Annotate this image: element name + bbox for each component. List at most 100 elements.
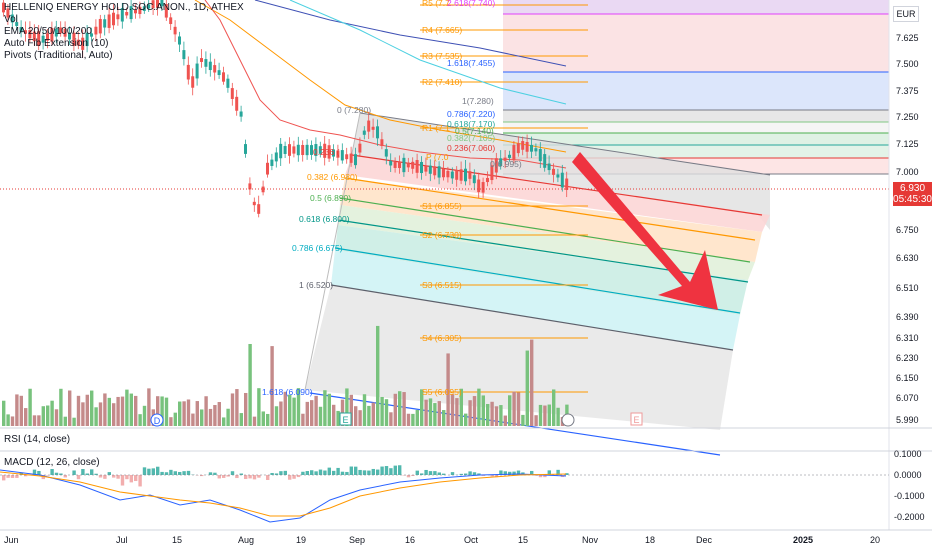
- volume-bar: [217, 402, 221, 426]
- svg-text:2.618(7.740): 2.618(7.740): [447, 0, 495, 8]
- macd-histogram-bar: [411, 475, 415, 476]
- macd-histogram-bar: [437, 472, 441, 475]
- candle-body: [248, 183, 252, 190]
- ema-200-line: [254, 0, 567, 67]
- macd-axis[interactable]: 0.1000 0.0000 -0.1000 -0.2000: [894, 449, 925, 522]
- macd-histogram-bar: [512, 471, 516, 475]
- svg-text:0(6.995): 0(6.995): [490, 159, 522, 169]
- candle-body: [10, 14, 14, 23]
- candle-body: [68, 32, 71, 40]
- candle-body: [490, 165, 494, 181]
- volume-bar: [450, 394, 455, 426]
- svg-text:S3 (6.515): S3 (6.515): [422, 280, 462, 290]
- svg-text:0.236(7.060): 0.236(7.060): [447, 143, 495, 153]
- candle-body: [2, 2, 5, 13]
- candle-body: [63, 28, 67, 37]
- candle-body: [521, 141, 525, 150]
- candle-body: [217, 70, 221, 76]
- macd-histogram-bar: [94, 473, 98, 475]
- volume-bar: [349, 394, 353, 426]
- macd-histogram-bar: [464, 473, 468, 475]
- price-axis-tick: 6.150: [896, 373, 919, 383]
- macd-histogram-bar: [248, 475, 252, 479]
- svg-text:R2 (7.410): R2 (7.410): [422, 77, 462, 87]
- volume-bar: [446, 353, 450, 426]
- event-markers[interactable]: D E E: [150, 412, 643, 427]
- candle-body: [415, 159, 419, 173]
- volume-bar: [200, 409, 204, 426]
- currency-label[interactable]: EUR: [893, 6, 919, 22]
- time-axis-tick: Jul: [116, 535, 128, 545]
- volume-bar: [138, 414, 142, 426]
- volume-bar: [19, 395, 23, 426]
- candle-body: [512, 145, 516, 161]
- fib-channel-labels: 0 (7.280) 0.236 ( 0.382 (6.980) 0.5 (6.8…: [262, 105, 371, 397]
- symbol-title[interactable]: HELLENIQ ENERGY HOLD.SOC.ANON., 1D, ATHE…: [4, 2, 244, 13]
- svg-text:R3 (7.535): R3 (7.535): [422, 51, 462, 61]
- svg-text:1(7.280): 1(7.280): [462, 96, 494, 106]
- pivots-indicator-label[interactable]: Pivots (Traditional, Auto): [4, 50, 113, 61]
- candle-body: [116, 14, 120, 20]
- candle-body: [72, 32, 76, 46]
- macd-histogram-bar: [327, 467, 331, 475]
- macd-histogram-bar: [415, 470, 419, 475]
- candle-body: [367, 120, 371, 132]
- time-axis[interactable]: Jun Jul 15 Aug 19 Sep 16 Oct 15 Nov 18 Dec 2025 20: [4, 535, 880, 545]
- macd-histogram-bar: [442, 473, 446, 475]
- candle-body: [94, 26, 98, 35]
- volume-indicator-label[interactable]: Vol: [4, 14, 18, 25]
- time-axis-tick: 19: [296, 535, 306, 545]
- price-axis-tick: 7.375: [896, 86, 919, 96]
- macd-histogram-bar: [389, 468, 393, 475]
- macd-histogram-bar: [420, 473, 424, 475]
- candle-body: [142, 6, 146, 11]
- volume-bar: [270, 346, 274, 426]
- candle-body: [169, 17, 173, 25]
- ema-100-line: [289, 0, 567, 105]
- svg-text:0.618(7.170): 0.618(7.170): [447, 119, 495, 129]
- chart-legend[interactable]: HELLENIQ ENERGY HOLD.SOC.ANON., 1D, ATHE…: [4, 2, 244, 62]
- time-axis-tick: Aug: [238, 535, 254, 545]
- volume-bar: [248, 343, 252, 426]
- candle-body: [270, 159, 274, 166]
- volume-bar: [222, 417, 226, 426]
- price-axis[interactable]: 7.625 7.500 7.375 7.250 7.125 7.000 6.750 6.630…: [896, 33, 919, 425]
- macd-histogram-bar: [138, 475, 142, 487]
- macd-histogram-bar: [503, 471, 507, 475]
- candle-body: [459, 169, 463, 181]
- macd-histogram-bar: [380, 466, 384, 475]
- volume-bar: [411, 413, 415, 426]
- time-axis-tick: 20: [870, 535, 880, 545]
- volume-bar: [107, 397, 111, 426]
- volume-bar: [305, 401, 309, 426]
- down-arrow-drawing[interactable]: [572, 152, 718, 310]
- candle-body: [371, 126, 375, 130]
- macd-indicator-label[interactable]: MACD (12, 26, close): [4, 457, 100, 468]
- macd-histogram-bar: [367, 470, 371, 475]
- price-axis-tick: 6.310: [896, 333, 919, 343]
- volume-bar: [24, 408, 28, 426]
- volume-bar: [252, 416, 257, 426]
- ema-indicator-label[interactable]: EMA 20/50/100/200: [4, 26, 92, 37]
- rsi-indicator-label[interactable]: RSI (14, close): [4, 434, 71, 445]
- fib-extension-indicator-label[interactable]: Auto Fib Extension (10): [4, 38, 109, 49]
- candle-body: [486, 177, 489, 183]
- volume-bar: [142, 405, 147, 426]
- volume-bar: [530, 339, 534, 426]
- macd-histogram-bar: [362, 470, 367, 475]
- macd-histogram-bar: [384, 466, 389, 475]
- volume-bar: [345, 388, 349, 426]
- macd-histogram-bar: [406, 475, 411, 478]
- macd-histogram-bar: [494, 475, 499, 478]
- candle-body: [15, 22, 19, 26]
- macd-histogram-bar: [556, 469, 560, 475]
- price-axis-tick: 6.230: [896, 353, 919, 363]
- candle-body: [525, 141, 529, 152]
- dividend-marker: D: [154, 416, 161, 426]
- svg-text:R1 (7.1: R1 (7.1: [422, 123, 450, 133]
- svg-text:R5 (7.7: R5 (7.7: [422, 0, 450, 8]
- volume-bar: [235, 389, 239, 426]
- volume-bar: [428, 398, 433, 426]
- macd-histogram-bar: [336, 467, 340, 475]
